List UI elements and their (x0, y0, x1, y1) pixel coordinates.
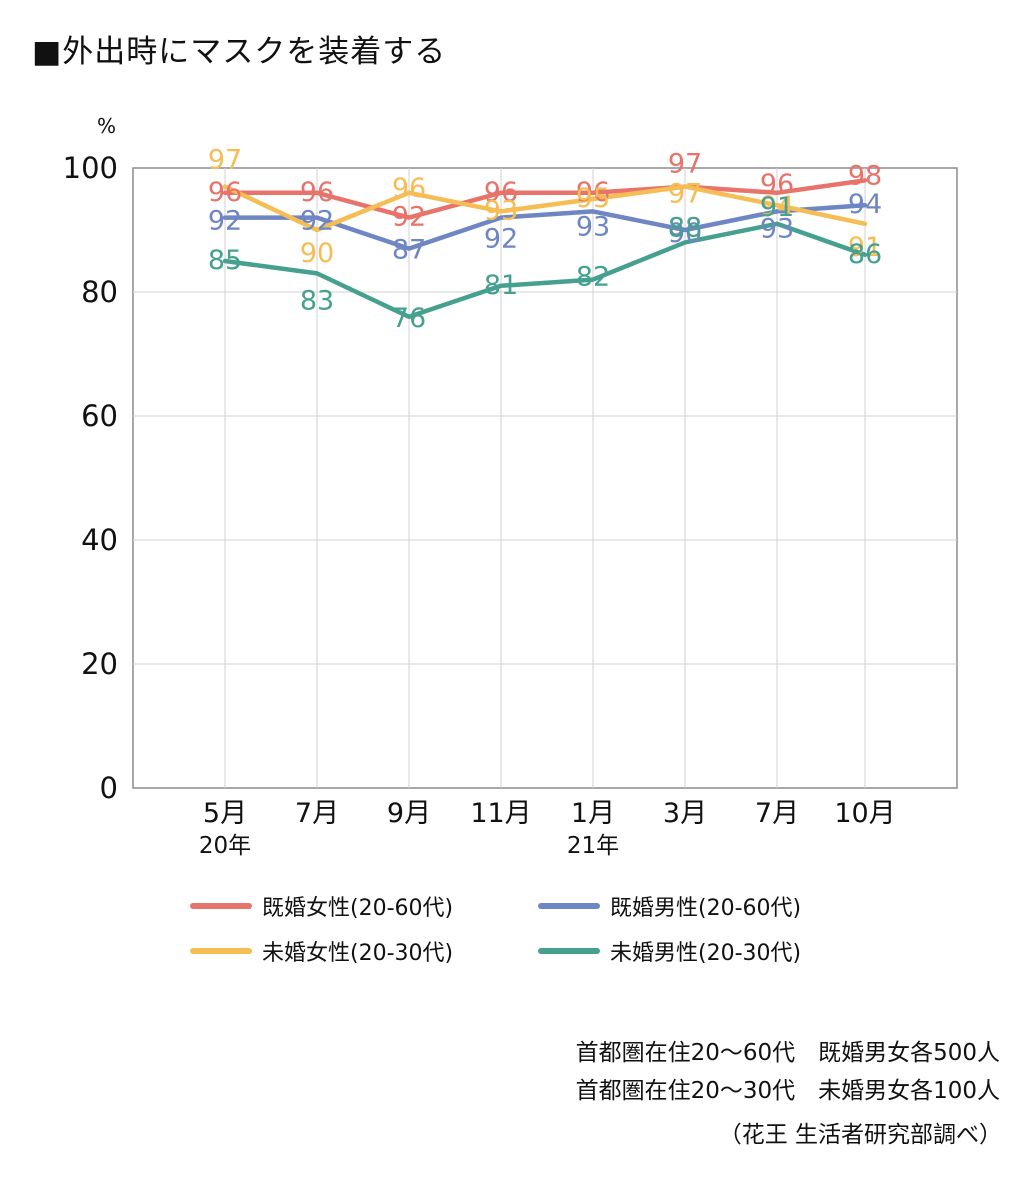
data-label: 91 (848, 232, 882, 263)
data-label: 98 (848, 160, 882, 191)
data-label: 96 (208, 177, 242, 208)
data-label: 81 (484, 270, 518, 301)
data-label: 96 (300, 177, 334, 208)
data-label: 93 (760, 213, 794, 244)
x-tick-label: 1月 (571, 798, 615, 829)
data-label: 85 (208, 245, 242, 276)
x-tick-label: 7月 (755, 798, 799, 829)
y-tick-label: 80 (81, 275, 118, 309)
legend-item-single-men: 未婚男性(20-30代) (538, 935, 801, 967)
data-label: 83 (300, 285, 334, 316)
y-tick-label: 0 (100, 771, 118, 805)
x-tick-label: 5月 (203, 798, 247, 829)
data-label: 82 (576, 262, 610, 293)
y-tick-label: 40 (81, 523, 118, 557)
series-line (222, 178, 868, 220)
data-label: 96 (576, 177, 610, 208)
data-label: 88 (668, 212, 702, 243)
x-tick-label: 11月 (470, 798, 531, 829)
legend-swatch (190, 903, 252, 909)
legend-label: 未婚女性(20-30代) (262, 941, 454, 966)
data-label: 93 (576, 211, 610, 242)
data-label: 92 (392, 202, 426, 233)
x-year-label: 21年 (567, 833, 619, 859)
data-label: 87 (392, 235, 426, 266)
x-tick-label: 3月 (663, 798, 707, 829)
survey-note-married: 首都圏在住20〜60代 既婚男女各500人 (575, 1040, 1000, 1066)
data-label: 97 (668, 179, 702, 210)
data-label: 86 (848, 239, 882, 270)
legend-item-married-women: 既婚女性(20-60代) (190, 890, 453, 922)
data-label: 96 (484, 177, 518, 208)
x-year-label: 20年 (199, 833, 251, 859)
data-label: 93 (484, 195, 518, 226)
series-line (222, 221, 868, 320)
legend-label: 既婚男性(20-60代) (610, 896, 802, 921)
data-label: 90 (668, 218, 702, 249)
data-label: 96 (392, 173, 426, 204)
data-label: 94 (760, 191, 794, 222)
legend-label: 未婚男性(20-30代) (610, 941, 802, 966)
y-axis-unit: % (97, 114, 117, 138)
data-label: 76 (392, 303, 426, 334)
legend-item-married-men: 既婚男性(20-60代) (538, 890, 801, 922)
x-tick-label: 10月 (834, 798, 895, 829)
source-note: （花王 生活者研究部調べ） (718, 1122, 1002, 1148)
data-label: 97 (208, 145, 242, 176)
data-label: 97 (668, 149, 702, 180)
data-label: 90 (300, 238, 334, 269)
data-label: 92 (208, 206, 242, 237)
legend-item-single-women: 未婚女性(20-30代) (190, 935, 453, 967)
y-tick-label: 20 (81, 647, 118, 681)
x-tick-label: 9月 (387, 798, 431, 829)
data-label: 91 (760, 192, 794, 223)
legend-swatch (538, 948, 600, 954)
data-label: 95 (576, 183, 610, 214)
legend-swatch (538, 903, 600, 909)
chart-title: ■外出時にマスクを装着する (32, 34, 447, 70)
x-tick-label: 7月 (295, 798, 339, 829)
series-line (222, 184, 868, 233)
y-tick-label: 60 (81, 399, 118, 433)
data-label: 94 (848, 189, 882, 220)
data-label: 92 (300, 206, 334, 237)
plot-area (132, 167, 958, 789)
survey-note-single: 首都圏在住20〜30代 未婚男女各100人 (575, 1078, 1000, 1104)
line-chart: 0 20 40 60 80 100 5月 20年 7月 9月 11月 1月 21年 3月 7月 10月 96 96… (63, 145, 958, 859)
data-label: 96 (760, 169, 794, 200)
legend-label: 既婚女性(20-60代) (262, 896, 454, 921)
data-label: 92 (484, 224, 518, 255)
legend-swatch (190, 948, 252, 954)
y-tick-label: 100 (63, 151, 118, 185)
